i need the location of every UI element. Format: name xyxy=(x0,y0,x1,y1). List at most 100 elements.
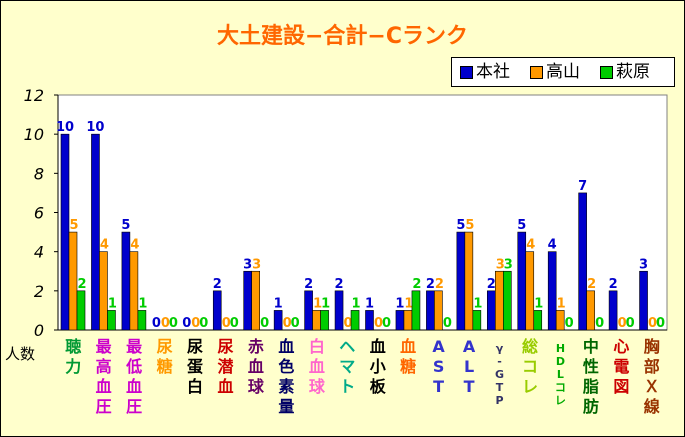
bar-1 xyxy=(99,251,108,331)
x-tick-label: 血 xyxy=(278,337,294,356)
data-label: 4 xyxy=(130,238,139,253)
bar-0 xyxy=(426,290,435,331)
bar-1 xyxy=(494,270,504,331)
bar-1 xyxy=(555,310,565,331)
data-label: 0 xyxy=(344,316,353,331)
data-label: 2 xyxy=(77,277,86,292)
data-label: 4 xyxy=(548,238,557,253)
x-tick-label: 最 xyxy=(96,337,113,356)
bar-1 xyxy=(434,290,443,331)
data-label: 0 xyxy=(382,316,391,331)
data-label: 1 xyxy=(138,296,147,311)
x-tick-label: 低 xyxy=(125,357,142,376)
data-label: 4 xyxy=(100,238,109,253)
x-tick-label: 球 xyxy=(248,377,265,396)
data-label: 0 xyxy=(626,316,635,331)
data-label: 3 xyxy=(639,257,648,272)
x-tick-label: 圧 xyxy=(126,397,142,416)
chart-title: 大土建設−合計−Cランク xyxy=(216,24,468,49)
x-tick-label: 血 xyxy=(370,337,386,356)
x-tick-label: 糖 xyxy=(157,357,173,376)
x-tick-label: 高 xyxy=(96,357,112,376)
data-label: 1 xyxy=(274,296,283,311)
bar-2 xyxy=(137,310,147,331)
bar-2 xyxy=(502,270,512,331)
x-tick-label: 素 xyxy=(278,377,294,396)
bar-0 xyxy=(608,290,618,331)
y-axis-label: 人数 xyxy=(5,345,36,363)
x-tick-label: 総 xyxy=(522,337,538,356)
data-label: 0 xyxy=(169,316,178,331)
bar-2 xyxy=(411,290,421,331)
x-tick-label: T xyxy=(464,377,475,396)
x-tick-label: コ xyxy=(522,357,538,376)
data-label: 3 xyxy=(504,257,513,272)
x-tick-label: 潜 xyxy=(217,357,234,376)
bar-1 xyxy=(129,251,139,331)
data-label: 0 xyxy=(291,316,300,331)
data-label: 0 xyxy=(260,316,269,331)
legend: 本社 高山 萩原 xyxy=(451,57,675,87)
data-label: 0 xyxy=(565,316,574,331)
data-label: 1 xyxy=(395,296,404,311)
x-tick-label: 血 xyxy=(248,357,264,376)
bar-0 xyxy=(60,133,70,331)
bar-0 xyxy=(547,251,557,331)
legend-swatch-2 xyxy=(600,66,613,79)
data-label: 1 xyxy=(404,296,413,311)
x-tick-label: 血 xyxy=(217,377,233,396)
bar-0 xyxy=(639,270,648,331)
bar-2 xyxy=(76,290,86,331)
data-label: 0 xyxy=(618,316,627,331)
data-label: 2 xyxy=(426,277,435,292)
x-tick-label: T xyxy=(433,377,444,396)
x-tick-label: 糖 xyxy=(400,357,416,376)
data-label: 1 xyxy=(557,296,566,311)
data-label: 2 xyxy=(412,277,421,292)
x-tick-label: 血 xyxy=(400,337,416,356)
x-tick-label: 脂 xyxy=(583,377,599,396)
x-tick-label: 赤 xyxy=(248,337,264,356)
data-label: 0 xyxy=(230,316,239,331)
bar-0 xyxy=(212,290,222,331)
bar-2 xyxy=(107,310,116,331)
x-tick-label: 肪 xyxy=(583,397,599,416)
y-tick-label: 4 xyxy=(34,243,44,262)
data-label: 10 xyxy=(56,120,74,135)
x-tick-label: 中 xyxy=(583,337,599,356)
bar-0 xyxy=(91,133,100,331)
data-label: 1 xyxy=(108,296,117,311)
data-label: 3 xyxy=(252,257,261,272)
x-tick-label: レ xyxy=(555,394,566,407)
bar-0 xyxy=(456,231,466,331)
data-label: 1 xyxy=(473,296,482,311)
data-label: 0 xyxy=(152,316,161,331)
x-tick-label: S xyxy=(433,357,445,376)
x-tick-label: Ｘ xyxy=(644,377,660,396)
x-tick-label: 性 xyxy=(583,357,599,376)
x-tick-label: 色 xyxy=(278,357,294,376)
data-label: 7 xyxy=(578,179,587,194)
bar-1 xyxy=(525,251,535,331)
data-label: 5 xyxy=(69,218,78,233)
x-tick-label: D xyxy=(556,355,565,368)
x-tick-label: 線 xyxy=(644,397,660,416)
legend-label-1: 高山 xyxy=(546,62,580,82)
x-tick-label: 血 xyxy=(309,357,325,376)
data-label: 0 xyxy=(182,316,191,331)
data-label: 2 xyxy=(587,277,596,292)
x-tick-label: A xyxy=(432,337,445,356)
legend-label-2: 萩原 xyxy=(616,62,650,82)
x-tick-label: 最 xyxy=(126,337,143,356)
y-tick-label: 6 xyxy=(34,204,44,223)
x-tick-label: 聴 xyxy=(65,337,81,356)
legend-swatch-1 xyxy=(530,66,543,79)
x-tick-label: - xyxy=(497,355,502,368)
x-tick-label: 部 xyxy=(644,357,660,376)
data-label: 2 xyxy=(304,277,313,292)
bar-2 xyxy=(533,310,543,331)
bar-2 xyxy=(472,310,482,331)
plot-area xyxy=(57,94,668,331)
data-label: 1 xyxy=(365,296,374,311)
